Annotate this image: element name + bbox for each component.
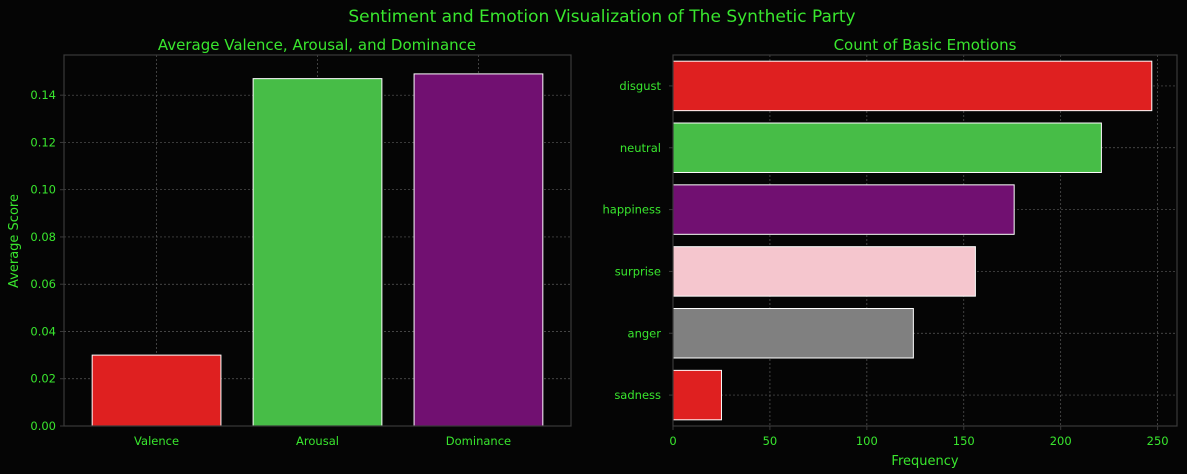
bar-sadness [672, 369, 722, 421]
bar-anger [672, 308, 914, 359]
right-y-tick-label: surprise [615, 264, 661, 278]
left-y-tick-label: 0.00 [30, 419, 56, 433]
left-x-tick-label: Valence [134, 434, 179, 448]
right-y-tick-label: happiness [603, 203, 661, 217]
right-axes-frame [672, 54, 1178, 427]
left-axes-frame [63, 54, 572, 427]
right-x-axis-label: Frequency [891, 454, 958, 469]
right-y-tick-label: anger [628, 326, 662, 340]
left-y-tick-label: 0.14 [30, 88, 56, 102]
right-x-tick-label: 0 [669, 434, 676, 448]
left-y-tick-label: 0.12 [30, 135, 56, 149]
bar-happiness [672, 184, 1015, 235]
left-chart-title: Average Valence, Arousal, and Dominance [158, 36, 476, 54]
right-y-tick-label: neutral [620, 141, 661, 155]
right-x-tick-label: 150 [953, 434, 975, 448]
bar-arousal [252, 78, 383, 427]
right-y-tick-label: disgust [619, 79, 661, 93]
bar-disgust [672, 60, 1153, 112]
right-x-tick-label: 50 [763, 434, 778, 448]
right-x-tick-label: 200 [1050, 434, 1072, 448]
left-y-tick-label: 0.02 [30, 372, 56, 386]
left-y-tick-label: 0.08 [30, 230, 56, 244]
right-x-tick-label: 250 [1147, 434, 1169, 448]
left-y-tick-label: 0.04 [30, 324, 56, 338]
bar-valence [91, 354, 222, 427]
figure-title: Sentiment and Emotion Visualization of T… [348, 7, 855, 27]
left-y-tick-label: 0.10 [30, 183, 56, 197]
bar-neutral [672, 122, 1102, 173]
bar-dominance [413, 73, 544, 427]
basic-emotions-chart: Count of Basic Emotions Frequency disgus… [603, 36, 1178, 469]
right-y-tick-label: sadness [614, 388, 661, 402]
right-x-tick-label: 100 [856, 434, 878, 448]
left-y-tick-label: 0.06 [30, 277, 56, 291]
left-x-tick-label: Arousal [296, 434, 339, 448]
valence-arousal-dominance-chart: Average Valence, Arousal, and Dominance … [7, 36, 572, 448]
left-y-axis-label: Average Score [7, 194, 22, 288]
left-x-tick-label: Dominance [446, 434, 511, 448]
bar-surprise [672, 246, 976, 297]
right-chart-title: Count of Basic Emotions [834, 36, 1017, 54]
